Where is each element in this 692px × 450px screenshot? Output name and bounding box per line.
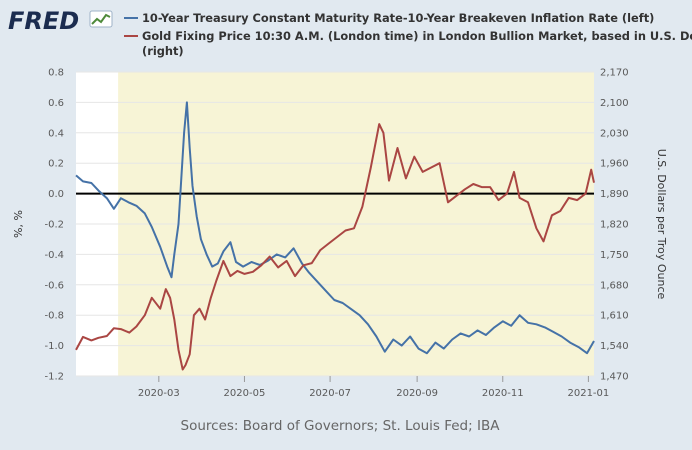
x-tick-label: 2020-03 bbox=[138, 388, 180, 399]
left-tick-label: -1.2 bbox=[44, 372, 64, 383]
right-tick-label: 1,960 bbox=[600, 159, 629, 170]
source-note: Sources: Board of Governors; St. Louis F… bbox=[181, 418, 501, 434]
left-tick-label: 0.2 bbox=[48, 159, 64, 170]
x-axis-ticks: 2020-03 2020-05 2020-07 2020-09 2020-11 2021-… bbox=[138, 376, 609, 399]
right-axis-ticks: 2,170 2,100 2,030 1,960 1,890 1,820 1,750 1,680… bbox=[600, 68, 629, 383]
right-axis-title: U.S. Dollars per Troy Ounce bbox=[655, 149, 668, 300]
fred-chart-logo-icon bbox=[89, 10, 113, 28]
plot-area bbox=[75, 71, 595, 377]
x-tick-label: 2020-09 bbox=[396, 388, 438, 399]
left-tick-label: -0.6 bbox=[44, 280, 64, 291]
right-tick-label: 1,680 bbox=[600, 280, 629, 291]
legend-label-right-line2: (right) bbox=[142, 44, 184, 58]
left-tick-label: -0.8 bbox=[44, 311, 64, 322]
left-tick-label: 0.0 bbox=[48, 189, 64, 200]
left-tick-label: -1.0 bbox=[44, 341, 64, 352]
left-axis-title: %, % bbox=[12, 210, 25, 238]
right-tick-label: 2,100 bbox=[600, 98, 629, 109]
left-tick-label: 0.4 bbox=[48, 128, 64, 139]
x-tick-label: 2021-01 bbox=[567, 388, 609, 399]
right-tick-label: 1,750 bbox=[600, 250, 629, 261]
left-axis-ticks: 0.8 0.6 0.4 0.2 0.0 -0.2 -0.4 -0.6 -0.8 -1.0 -1.2 bbox=[44, 68, 64, 383]
left-tick-label: 0.8 bbox=[48, 68, 64, 79]
legend-label-right-line1[interactable]: Gold Fixing Price 10:30 A.M. (London tim… bbox=[142, 29, 692, 43]
x-tick-label: 2020-05 bbox=[224, 388, 266, 399]
legend-label-left[interactable]: 10-Year Treasury Constant Maturity Rate-… bbox=[142, 11, 654, 25]
series-line-treasury-breakeven[interactable] bbox=[75, 101, 595, 355]
right-tick-label: 1,820 bbox=[600, 220, 629, 231]
legend: 10-Year Treasury Constant Maturity Rate-… bbox=[124, 11, 692, 58]
right-tick-label: 1,470 bbox=[600, 372, 629, 383]
right-tick-label: 2,030 bbox=[600, 128, 629, 139]
right-tick-label: 1,610 bbox=[600, 311, 629, 322]
x-tick-label: 2020-07 bbox=[309, 388, 351, 399]
right-tick-label: 1,890 bbox=[600, 189, 629, 200]
left-tick-label: -0.2 bbox=[44, 220, 64, 231]
fred-logo[interactable]: FRED bbox=[8, 7, 113, 35]
series-layer bbox=[75, 101, 595, 371]
right-tick-label: 1,540 bbox=[600, 341, 629, 352]
fred-logo-text: FRED bbox=[8, 7, 79, 35]
left-tick-label: 0.6 bbox=[48, 98, 64, 109]
x-tick-label: 2020-11 bbox=[482, 388, 524, 399]
series-line-gold-price[interactable] bbox=[75, 123, 595, 371]
left-tick-label: -0.4 bbox=[44, 250, 64, 261]
right-tick-label: 2,170 bbox=[600, 68, 629, 79]
